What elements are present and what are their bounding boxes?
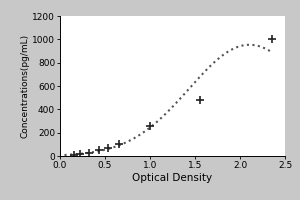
X-axis label: Optical Density: Optical Density — [132, 173, 213, 183]
Y-axis label: Concentrations(pg/mL): Concentrations(pg/mL) — [20, 34, 29, 138]
